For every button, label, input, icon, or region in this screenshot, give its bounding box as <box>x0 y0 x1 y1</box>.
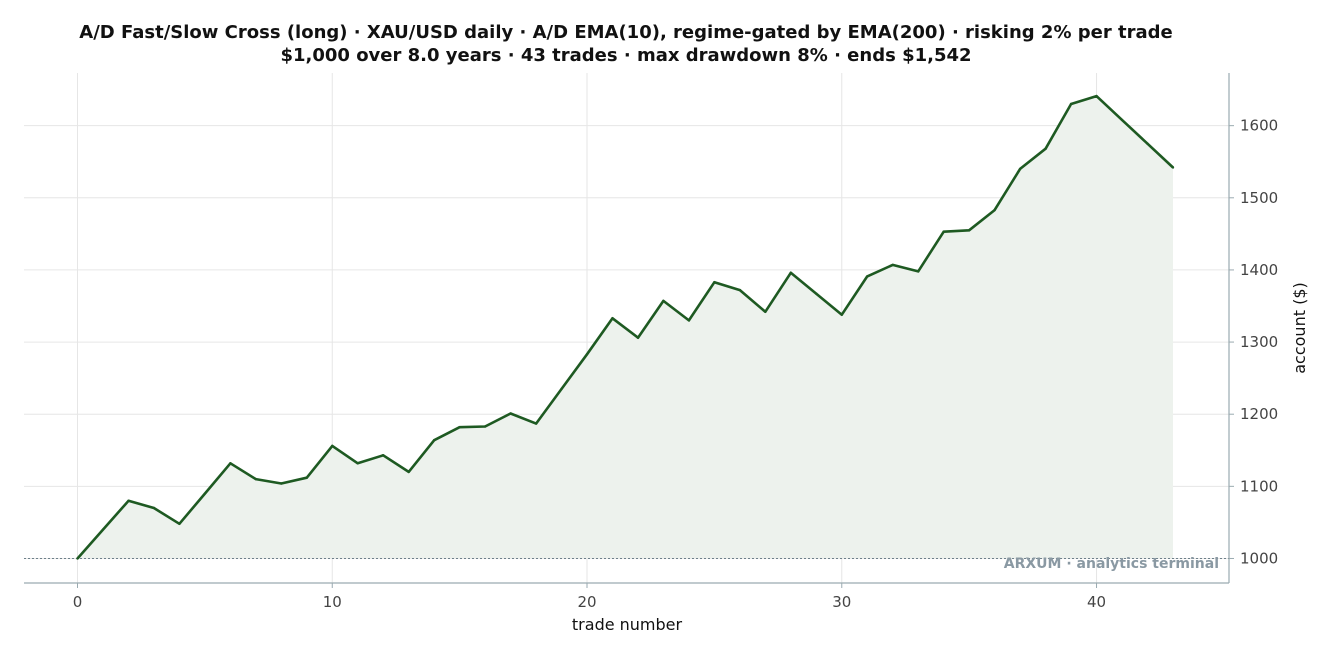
data-point-29 <box>815 292 818 295</box>
x-tick-label: 40 <box>1087 593 1106 611</box>
x-tick-label: 0 <box>73 593 83 611</box>
y-axis-label: account ($) <box>1290 282 1309 374</box>
data-point-19 <box>560 387 563 391</box>
data-point-8 <box>280 482 283 485</box>
x-ticks: 0 10 20 30 40 <box>73 583 1106 611</box>
equity-area-fill <box>77 96 1173 559</box>
data-point-34 <box>942 230 945 233</box>
y-tick-label: 1200 <box>1240 405 1278 423</box>
data-point-41 <box>1120 118 1124 122</box>
data-point-42 <box>1146 142 1149 145</box>
data-point-10 <box>331 444 334 448</box>
data-point-2 <box>127 499 130 502</box>
data-point-38 <box>1044 147 1047 150</box>
watermark: ARXUM · analytics terminal <box>1004 556 1219 572</box>
data-point-33 <box>917 270 920 273</box>
data-point-16 <box>483 425 487 428</box>
x-axis-label: trade number <box>572 615 683 634</box>
y-tick-label: 1600 <box>1240 117 1278 135</box>
data-point-35 <box>967 229 971 232</box>
data-point-28 <box>789 271 792 274</box>
data-point-5 <box>203 492 207 495</box>
x-tick-label: 30 <box>832 593 851 611</box>
data-point-22 <box>636 336 640 339</box>
y-tick-label: 1000 <box>1240 549 1278 567</box>
data-point-3 <box>152 506 156 510</box>
data-point-9 <box>305 476 308 479</box>
data-point-26 <box>738 288 742 292</box>
chart-title: A/D Fast/Slow Cross (long) · XAU/USD dai… <box>79 22 1173 43</box>
y-tick-label: 1100 <box>1240 477 1278 495</box>
data-point-12 <box>382 454 385 457</box>
data-point-40 <box>1095 94 1098 98</box>
data-point-20 <box>585 353 589 356</box>
data-point-37 <box>1018 167 1022 171</box>
data-point-24 <box>687 319 691 322</box>
data-point-13 <box>407 470 410 474</box>
data-point-43 <box>1171 166 1175 169</box>
y-tick-label: 1500 <box>1240 189 1278 207</box>
chart-subtitle: $1,000 over 8.0 years · 43 trades · max … <box>280 45 972 66</box>
equity-line <box>76 94 1174 560</box>
data-point-7 <box>254 477 257 481</box>
data-point-11 <box>356 462 359 465</box>
data-point-27 <box>764 310 767 313</box>
data-point-30 <box>840 313 843 316</box>
data-point-36 <box>993 208 996 212</box>
x-tick-label: 20 <box>577 593 596 611</box>
axes <box>24 73 1230 584</box>
data-point-25 <box>713 281 716 284</box>
data-point-15 <box>458 426 461 429</box>
y-tick-label: 1300 <box>1240 333 1278 351</box>
data-point-14 <box>433 439 436 442</box>
data-point-21 <box>611 317 614 320</box>
data-point-18 <box>534 422 538 425</box>
y-tick-label: 1400 <box>1240 261 1278 279</box>
data-point-32 <box>891 263 894 267</box>
data-point-1 <box>101 528 105 531</box>
y-ticks: 1000 1100 1200 1300 1400 1500 1600 <box>1229 117 1278 567</box>
data-point-17 <box>509 412 512 415</box>
data-point-0 <box>76 557 79 560</box>
data-point-23 <box>662 299 665 303</box>
x-tick-label: 10 <box>323 593 342 611</box>
data-point-39 <box>1069 102 1073 106</box>
data-points <box>76 94 1175 560</box>
data-point-31 <box>866 275 869 278</box>
data-point-4 <box>178 522 181 525</box>
data-point-6 <box>229 462 232 465</box>
